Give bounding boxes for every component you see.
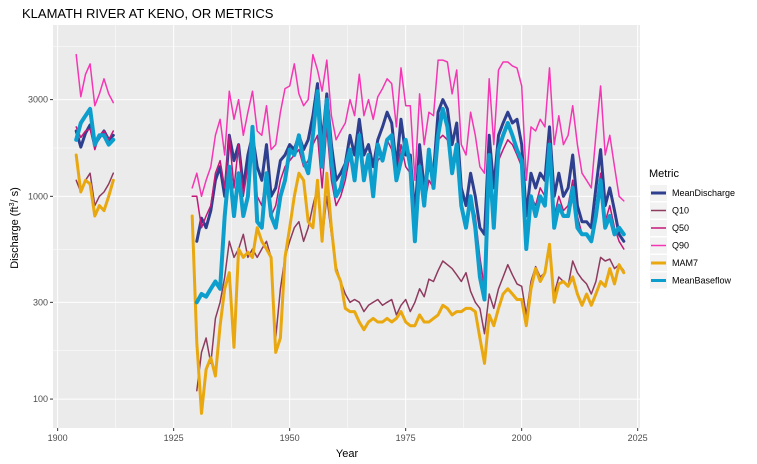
x-tick-label: 2000 bbox=[512, 433, 532, 443]
y-axis-title-superscript: 3 bbox=[9, 202, 16, 206]
y-tick-label: 300 bbox=[33, 297, 48, 307]
y-axis-title: Discharge (ft3/ s) bbox=[9, 187, 21, 269]
x-tick-label: 1975 bbox=[396, 433, 416, 443]
x-tick-label: 2025 bbox=[628, 433, 648, 443]
legend-title: Metric bbox=[649, 168, 679, 180]
series-line-meanbaseflow bbox=[74, 106, 116, 147]
series-layer bbox=[74, 53, 626, 415]
legend-label-meandischarge: MeanDischarge bbox=[672, 188, 735, 198]
legend-label-q10: Q10 bbox=[672, 206, 689, 216]
y-axis-title-main: Discharge (ft bbox=[9, 206, 21, 268]
legend-label-q90: Q90 bbox=[672, 241, 689, 251]
legend-label-meanbaseflow: MeanBaseflow bbox=[672, 276, 732, 286]
legend-label-mam7: MAM7 bbox=[672, 258, 698, 268]
legend-label-q50: Q50 bbox=[672, 223, 689, 233]
y-axis: 100 300 1000 3000 bbox=[28, 95, 53, 404]
plot-panel bbox=[53, 25, 640, 428]
y-tick-label: 100 bbox=[33, 394, 48, 404]
series-line-q90 bbox=[191, 53, 625, 202]
x-axis: 1900 1925 1950 1975 2000 2025 bbox=[48, 428, 648, 443]
series-line-mam7 bbox=[190, 171, 626, 415]
y-axis-title-tail: / s) bbox=[9, 187, 21, 202]
grid-lines bbox=[53, 25, 640, 428]
y-tick-label: 3000 bbox=[28, 95, 48, 105]
chart-title: KLAMATH RIVER AT KENO, OR METRICS bbox=[22, 6, 274, 21]
x-tick-label: 1900 bbox=[48, 433, 68, 443]
y-tick-label: 1000 bbox=[28, 191, 48, 201]
legend: Metric MeanDischarge Q10 Q50 Q90 MAM7 MeanBas… bbox=[649, 168, 735, 289]
x-tick-label: 1950 bbox=[280, 433, 300, 443]
series-line-mam7 bbox=[74, 153, 115, 218]
series-line-q50 bbox=[75, 126, 115, 151]
x-axis-title: Year bbox=[336, 448, 359, 460]
series-line-meanbaseflow bbox=[194, 89, 626, 305]
series-line-q90 bbox=[75, 53, 115, 107]
x-tick-label: 1925 bbox=[164, 433, 184, 443]
